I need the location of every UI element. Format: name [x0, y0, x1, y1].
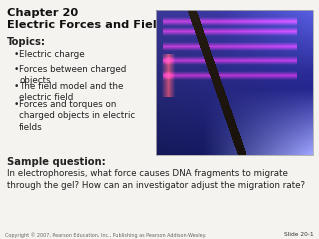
Text: Electric Forces and Fields: Electric Forces and Fields — [7, 20, 172, 30]
Text: Chapter 20: Chapter 20 — [7, 8, 78, 18]
Bar — [156, 10, 313, 155]
Text: Copyright © 2007, Pearson Education, Inc., Publishing as Pearson Addison-Wesley.: Copyright © 2007, Pearson Education, Inc… — [5, 232, 206, 238]
Text: •: • — [14, 65, 19, 74]
Text: Forces between charged
objects: Forces between charged objects — [19, 65, 126, 86]
Text: The field model and the
electric field: The field model and the electric field — [19, 82, 123, 103]
Text: •: • — [14, 50, 19, 59]
Text: Topics:: Topics: — [7, 37, 46, 47]
Text: Forces and torques on
charged objects in electric
fields: Forces and torques on charged objects in… — [19, 100, 135, 132]
Text: Slide 20-1: Slide 20-1 — [284, 232, 314, 237]
Text: •: • — [14, 82, 19, 91]
Text: •: • — [14, 100, 19, 109]
Text: Sample question:: Sample question: — [7, 157, 106, 167]
Text: Electric charge: Electric charge — [19, 50, 85, 59]
Text: In electrophoresis, what force causes DNA fragments to migrate
through the gel? : In electrophoresis, what force causes DN… — [7, 169, 305, 190]
